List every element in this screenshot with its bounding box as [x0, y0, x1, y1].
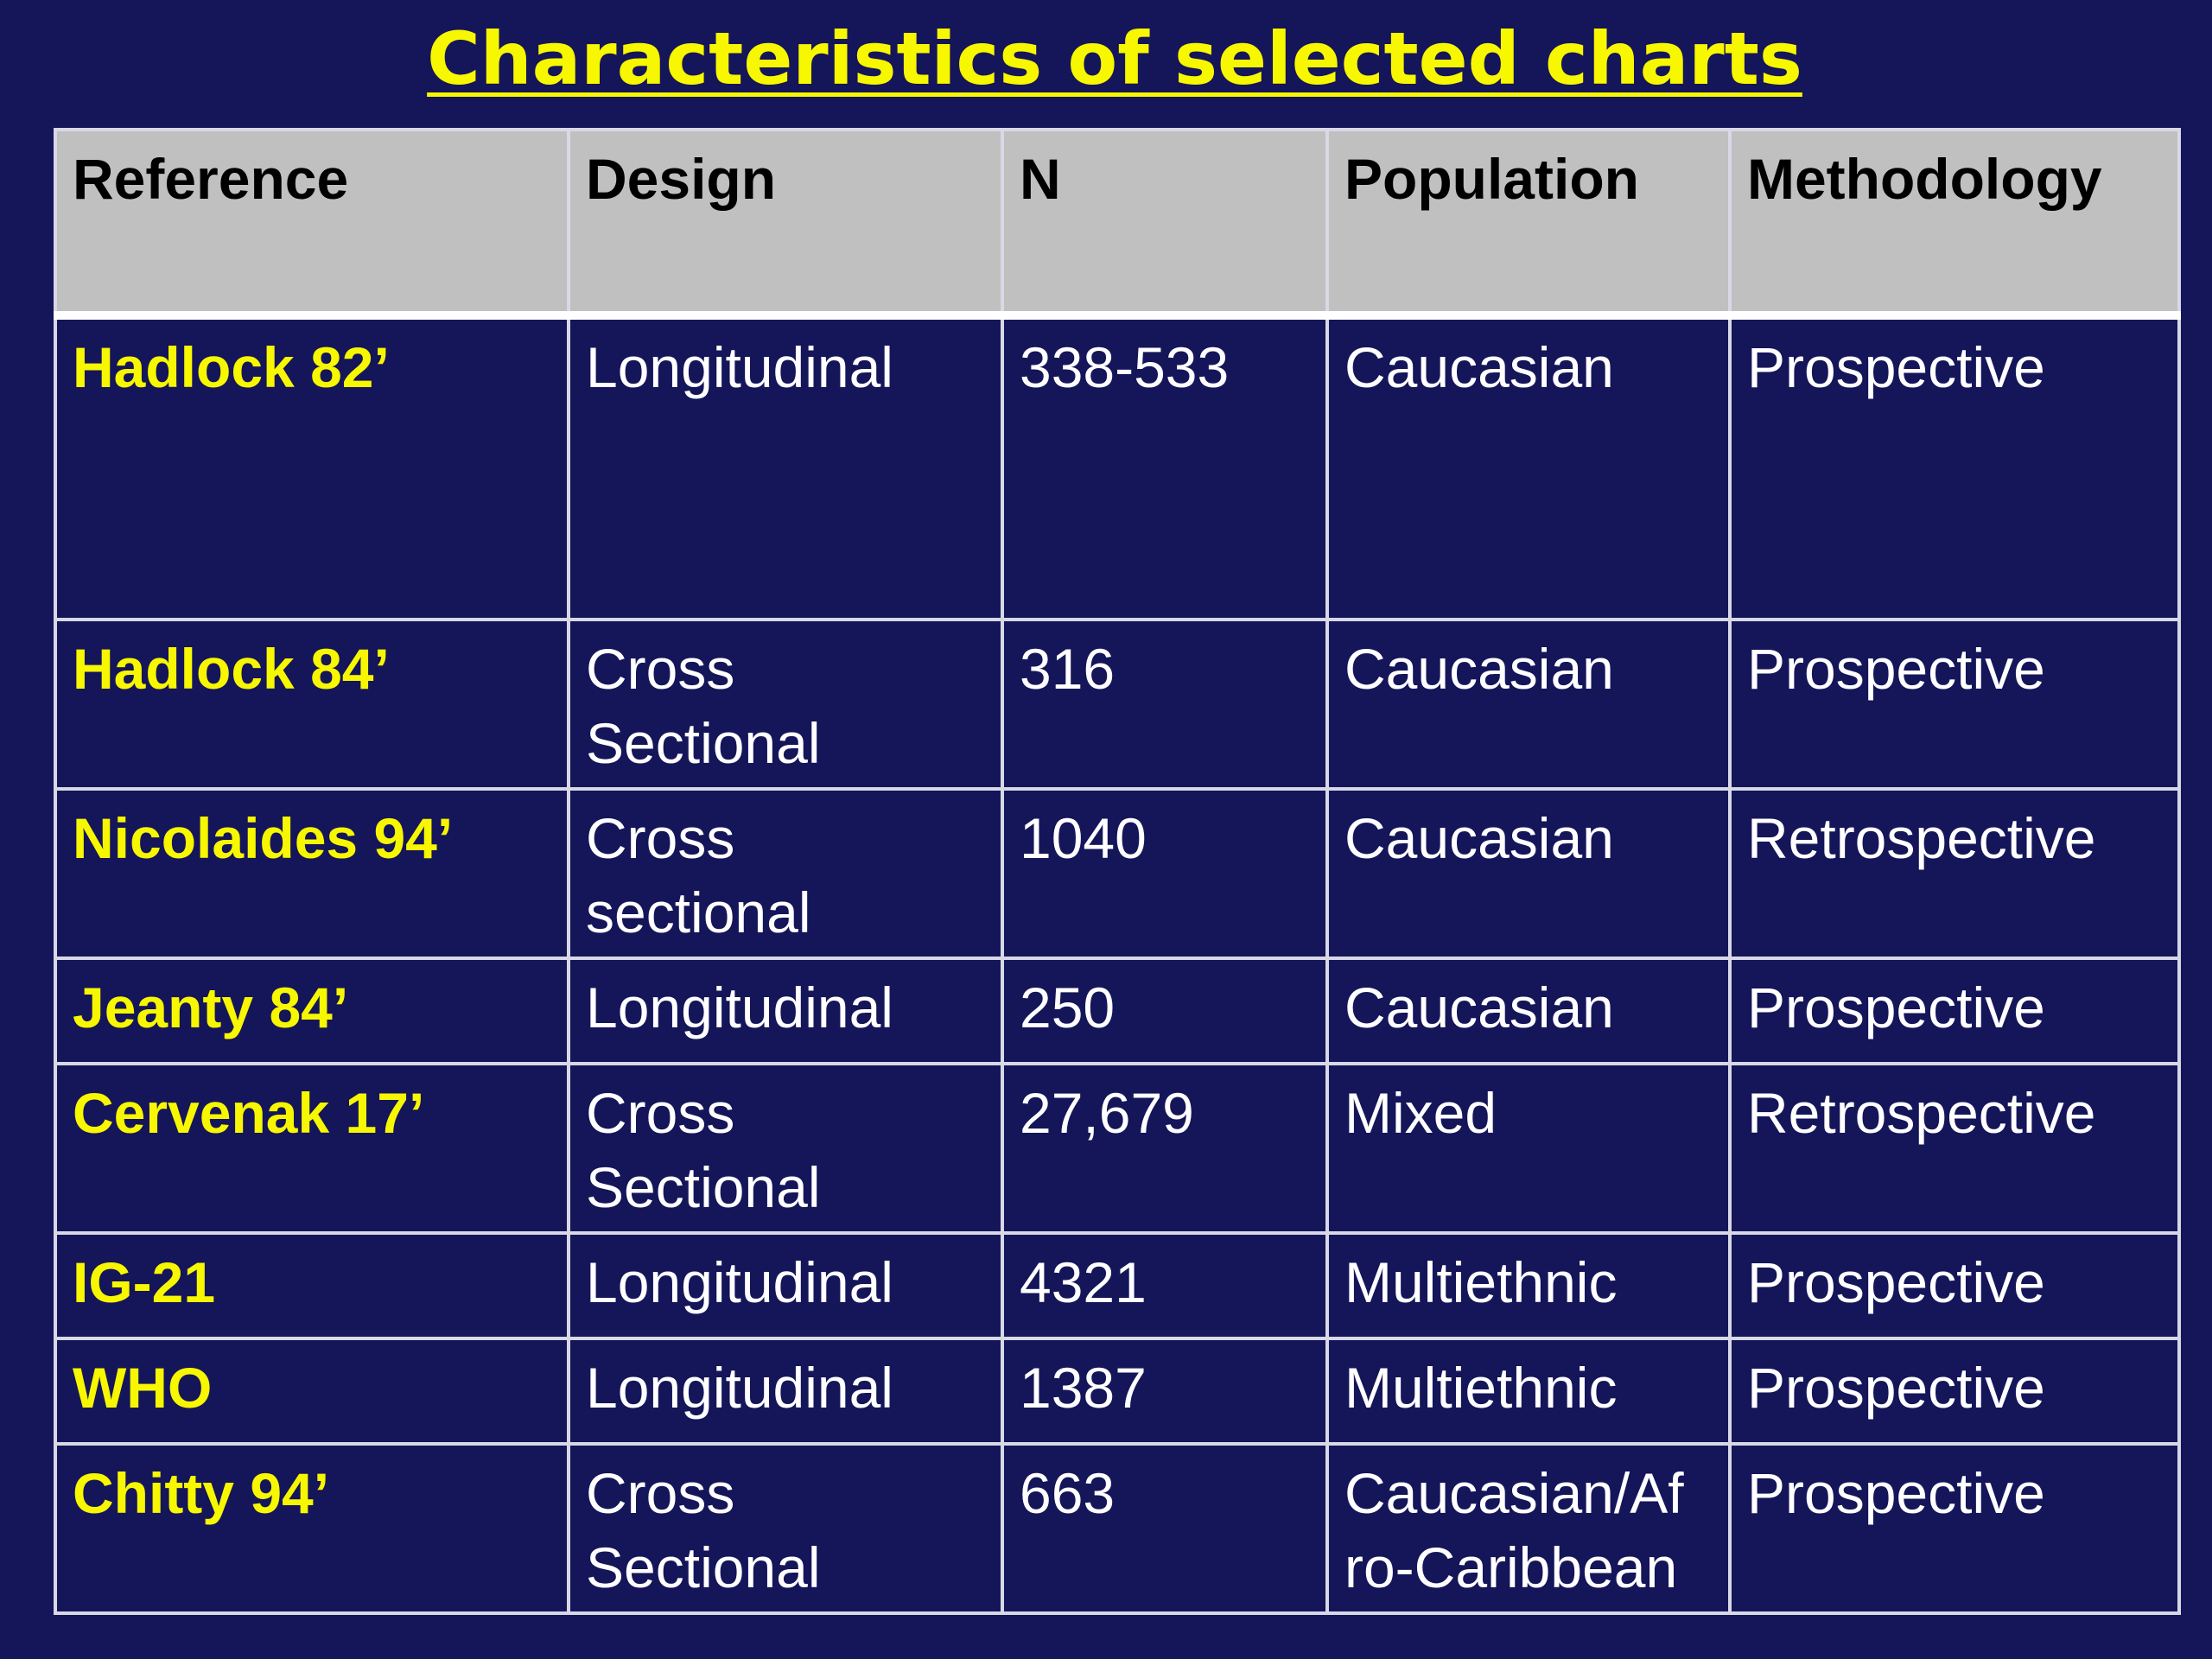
design-line: Sectional — [586, 1535, 821, 1599]
table-row: Hadlock 84’ Cross Sectional 316 Caucasian Pro… — [54, 618, 2181, 791]
table-row: IG-21 Longitudinal 4321 Multiethnic Prospect… — [54, 1231, 2181, 1340]
slide-title: Characteristics of selected charts — [427, 16, 1802, 101]
design-line: Sectional — [586, 1155, 821, 1219]
population-line: Caucasian — [1344, 976, 1614, 1039]
cell-population: Caucasian/Af ro-Caribbean — [1325, 1442, 1732, 1615]
cell-population: Caucasian — [1325, 957, 1732, 1065]
cell-methodology: Prospective — [1728, 957, 2181, 1065]
population-line: Mixed — [1344, 1081, 1497, 1145]
cell-design: Longitudinal — [567, 314, 1004, 621]
cell-reference: IG-21 — [54, 1231, 570, 1340]
cell-methodology: Prospective — [1728, 314, 2181, 621]
cell-design: Cross Sectional — [567, 618, 1004, 791]
design-line: Cross — [586, 1081, 735, 1145]
cell-design: Cross Sectional — [567, 1442, 1004, 1615]
design-line: sectional — [586, 880, 811, 944]
cell-methodology: Prospective — [1728, 1442, 2181, 1615]
population-line: Multiethnic — [1344, 1356, 1618, 1420]
table-row: Chitty 94’ Cross Sectional 663 Caucasian/Af r… — [54, 1442, 2181, 1615]
cell-reference: Jeanty 84’ — [54, 957, 570, 1065]
design-line: Longitudinal — [586, 1250, 893, 1314]
cell-n: 1387 — [1001, 1337, 1329, 1446]
population-line: Caucasian — [1344, 806, 1614, 870]
table-row: Cervenak 17’ Cross Sectional 27,679 Mixed Ret… — [54, 1062, 2181, 1235]
cell-n: 338-533 — [1001, 314, 1329, 621]
table-body: Hadlock 82’ Longitudinal 338-533 Caucasian P… — [54, 314, 2181, 1615]
cell-design: Longitudinal — [567, 957, 1004, 1065]
cell-n: 27,679 — [1001, 1062, 1329, 1235]
population-line: ro-Caribbean — [1344, 1535, 1678, 1599]
cell-methodology: Retrospective — [1728, 787, 2181, 960]
population-line: Multiethnic — [1344, 1250, 1618, 1314]
cell-n: 663 — [1001, 1442, 1329, 1615]
cell-reference: Chitty 94’ — [54, 1442, 570, 1615]
design-line: Cross — [586, 637, 735, 701]
design-line: Cross — [586, 1461, 735, 1525]
cell-population: Caucasian — [1325, 314, 1732, 621]
design-line: Longitudinal — [586, 1356, 893, 1420]
cell-population: Caucasian — [1325, 787, 1732, 960]
table-row: Hadlock 82’ Longitudinal 338-533 Caucasian P… — [54, 314, 2181, 621]
population-line: Caucasian — [1344, 637, 1614, 701]
cell-reference: Nicolaides 94’ — [54, 787, 570, 960]
characteristics-table: Reference Design N Population Methodolog… — [54, 128, 2181, 1615]
cell-n: 250 — [1001, 957, 1329, 1065]
cell-design: Cross Sectional — [567, 1062, 1004, 1235]
cell-design: Longitudinal — [567, 1337, 1004, 1446]
cell-design: Longitudinal — [567, 1231, 1004, 1340]
cell-n: 316 — [1001, 618, 1329, 791]
cell-reference: WHO — [54, 1337, 570, 1446]
table-header-row: Reference Design N Population Methodolog… — [54, 128, 2181, 320]
cell-population: Multiethnic — [1325, 1231, 1732, 1340]
population-line: Caucasian/Af — [1344, 1461, 1684, 1525]
table-row: Jeanty 84’ Longitudinal 250 Caucasian Prospe… — [54, 957, 2181, 1065]
design-line: Sectional — [586, 711, 821, 775]
header-methodology: Methodology — [1728, 128, 2181, 320]
cell-methodology: Prospective — [1728, 1231, 2181, 1340]
cell-n: 1040 — [1001, 787, 1329, 960]
header-n: N — [1001, 128, 1329, 320]
cell-design: Cross sectional — [567, 787, 1004, 960]
cell-reference: Hadlock 82’ — [54, 314, 570, 621]
cell-population: Mixed — [1325, 1062, 1732, 1235]
cell-reference: Hadlock 84’ — [54, 618, 570, 791]
design-line: Cross — [586, 806, 735, 870]
table-row: Nicolaides 94’ Cross sectional 1040 Caucasia… — [54, 787, 2181, 960]
header-design: Design — [567, 128, 1004, 320]
cell-n: 4321 — [1001, 1231, 1329, 1340]
header-population: Population — [1325, 128, 1732, 320]
table-row: WHO Longitudinal 1387 Multiethnic Prospectiv… — [54, 1337, 2181, 1446]
design-line: Longitudinal — [586, 976, 893, 1039]
cell-methodology: Retrospective — [1728, 1062, 2181, 1235]
cell-methodology: Prospective — [1728, 618, 2181, 791]
header-reference: Reference — [54, 128, 570, 320]
cell-reference: Cervenak 17’ — [54, 1062, 570, 1235]
design-line: Longitudinal — [586, 335, 893, 399]
population-line: Caucasian — [1344, 335, 1614, 399]
cell-population: Caucasian — [1325, 618, 1732, 791]
cell-methodology: Prospective — [1728, 1337, 2181, 1446]
cell-population: Multiethnic — [1325, 1337, 1732, 1446]
